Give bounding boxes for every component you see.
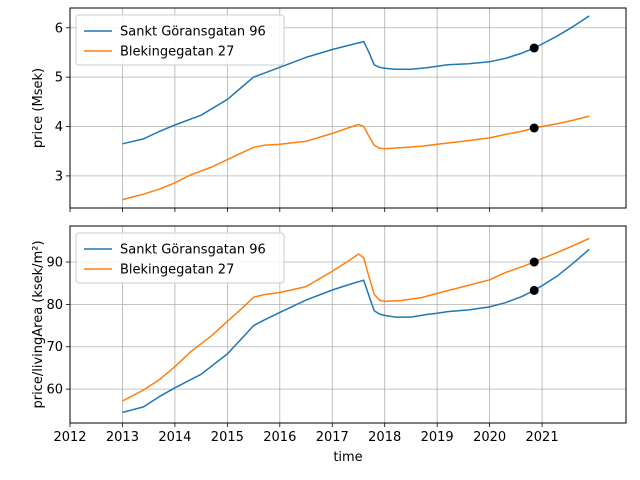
x-tick-label: 2018 — [368, 430, 401, 445]
legend-label: Sankt Göransgatan 96 — [120, 243, 266, 258]
x-tick-label: 2020 — [473, 430, 506, 445]
legend: Sankt Göransgatan 96 Blekingegatan 27 — [75, 14, 285, 66]
x-tick-label: 2012 — [53, 430, 86, 445]
y-axis-label: price/livingArea (ksek/m²) — [31, 240, 46, 408]
price-chart: 3 4 5 6 price (Msek) Sankt Göransgatan 96 Bl… — [31, 7, 627, 212]
series-line — [122, 248, 590, 414]
series-line — [122, 237, 590, 402]
data-point — [529, 285, 539, 295]
plot-frame — [69, 7, 627, 209]
price-per-area-chart: 2012 2013 2014 2015 2016 2017 2018 2019 2020 2021… — [31, 225, 627, 465]
legend-label: Blekingegatan 27 — [120, 45, 234, 60]
y-tick-label: 70 — [46, 340, 63, 355]
data-point — [529, 123, 539, 133]
legend-box — [75, 232, 285, 284]
plot-frame — [69, 225, 627, 424]
data-point — [529, 43, 539, 53]
legend-label: Blekingegatan 27 — [120, 263, 234, 278]
legend-box — [75, 14, 285, 66]
legend-label: Sankt Göransgatan 96 — [120, 25, 266, 40]
x-tick-label: 2021 — [526, 430, 559, 445]
series-lines — [122, 15, 590, 201]
series-line — [122, 15, 590, 145]
x-axis-label: time — [333, 450, 362, 465]
data-point — [529, 257, 539, 267]
y-axis-label: price (Msek) — [31, 68, 46, 148]
highlight-points — [529, 257, 539, 295]
grid — [69, 226, 626, 423]
series-line — [122, 115, 590, 201]
y-tick-label: 60 — [46, 383, 63, 398]
x-tick-label: 2015 — [211, 430, 244, 445]
y-tick-label: 6 — [55, 21, 63, 36]
x-tick-label: 2014 — [158, 430, 191, 445]
y-tick-label: 5 — [55, 71, 63, 86]
x-tick-label: 2013 — [106, 430, 139, 445]
x-tick-label: 2017 — [316, 430, 349, 445]
axis-ticks: 3 4 5 6 — [55, 21, 543, 212]
axis-ticks: 2012 2013 2014 2015 2016 2017 2018 2019 2020 2021… — [46, 256, 558, 445]
x-tick-label: 2016 — [263, 430, 296, 445]
y-tick-label: 3 — [55, 169, 63, 184]
x-tick-label: 2019 — [421, 430, 454, 445]
highlight-points — [529, 43, 539, 133]
y-tick-label: 4 — [55, 120, 63, 135]
y-tick-label: 90 — [46, 256, 63, 271]
legend: Sankt Göransgatan 96 Blekingegatan 27 — [75, 232, 285, 284]
y-tick-label: 80 — [46, 298, 63, 313]
series-lines — [122, 237, 590, 414]
